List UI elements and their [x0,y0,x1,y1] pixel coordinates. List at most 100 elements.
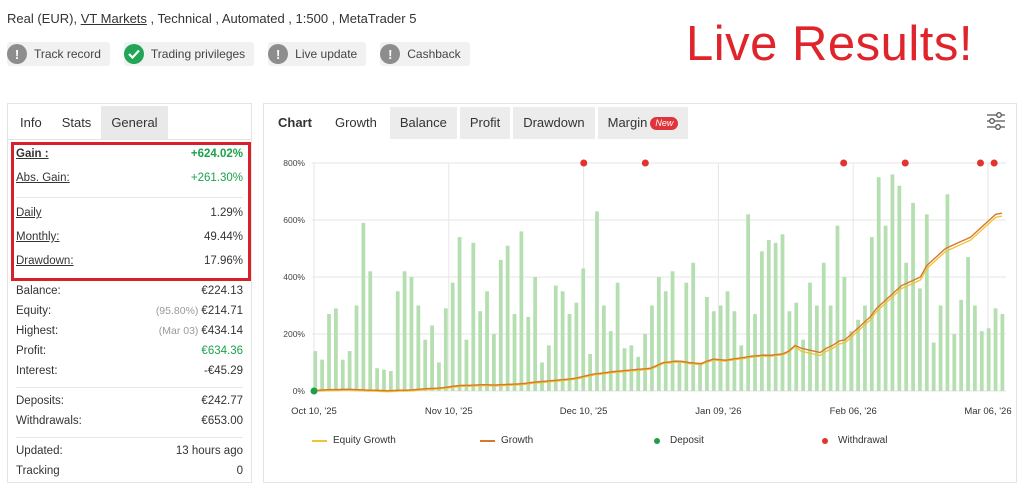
chart-bar [732,311,737,391]
chart-bar [471,242,476,391]
chart-bar [368,271,373,391]
tab-stats[interactable]: Stats [51,106,102,139]
legend-label: Deposit [670,435,704,446]
tab-chart[interactable]: Chart [268,107,322,139]
exclamation-icon: ! [380,44,401,64]
chart-bar [546,345,551,391]
badge-cashback[interactable]: ! Cashback [380,42,470,66]
tab-info[interactable]: Info [10,106,52,139]
tab-drawdown[interactable]: Drawdown [513,107,595,139]
chart-bar [842,277,847,391]
growth-chart[interactable]: 800% 600% 400% 200% 0% Oct 10, '25 Nov 10, '25… [264,104,1018,434]
account-info-line: Real (EUR), VT Markets , Technical , Aut… [7,11,416,26]
y-tick-label: 600% [283,215,305,225]
legend-equity-growth[interactable]: Equity Growth [312,435,396,446]
equity-value: €214.71 [201,305,243,317]
chart-bar [979,331,984,391]
chart-bar [931,342,936,391]
chart-bar [663,291,668,391]
legend-swatch [312,439,327,442]
account-prefix: Real (EUR), [7,11,81,26]
chart-bar [354,305,359,391]
chart-bar [375,368,379,391]
chart-bar [911,202,915,391]
chart-bar [952,334,957,391]
highest-value: €434.14 [201,325,243,337]
chart-bar [450,282,455,391]
chart-bar [464,339,469,391]
chart-bar [746,214,751,391]
stat-row-highest: Highest: (Mar 03) €434.14 [16,325,243,337]
legend-growth[interactable]: Growth [480,435,533,446]
broker-link[interactable]: VT Markets [80,11,147,26]
tab-margin[interactable]: Margin New [597,107,689,139]
highlight-box [11,142,251,281]
legend-withdrawal[interactable]: Withdrawal [822,435,887,446]
chart-bar [437,362,441,391]
abs-gain-label[interactable]: Abs. Gain: [16,172,70,184]
chart-bar [814,305,819,391]
withdrawal-marker [641,159,649,167]
y-tick-label: 200% [283,329,305,339]
chart-bar [656,277,661,391]
chart-bar [876,177,881,391]
chart-bar [636,356,641,391]
chart-bar [388,371,393,391]
balance-label: Balance: [16,285,61,297]
stat-row-monthly: Monthly: 49.44% [16,231,243,243]
y-tick-label: 400% [283,272,305,282]
tab-growth[interactable]: Growth [324,107,387,139]
live-results-banner: Live Results! [686,17,974,71]
x-tick-label: Dec 10, '25 [560,406,608,417]
chart-bar [519,231,524,391]
badge-live-update[interactable]: ! Live update [268,42,367,66]
chart-settings-icon[interactable] [986,112,1006,130]
stat-row-tracking: Tracking 0 [16,465,243,477]
tab-profit[interactable]: Profit [459,107,511,139]
withdrawal-marker [976,159,984,167]
exclamation-icon: ! [268,44,289,64]
daily-label[interactable]: Daily [16,207,42,219]
chart-bar [966,257,970,391]
chart-bar [485,291,489,391]
badge-track-record[interactable]: ! Track record [7,42,110,66]
updated-value: 13 hours ago [175,445,243,457]
withdrawal-marker [901,159,909,167]
growth-line [311,212,1003,392]
chart-bar [340,359,345,391]
badge-label: Trading privileges [150,47,246,61]
x-tick-label: Mar 06, '26 [964,406,1011,417]
chart-bar [512,314,517,391]
interest-value: -€45.29 [203,365,243,377]
chart-bar [327,314,331,391]
stat-row-balance: Balance: €224.13 [16,285,243,297]
chart-bar [361,222,366,391]
account-suffix: , Technical , Automated , 1:500 , MetaTr… [146,11,417,26]
legend-deposit[interactable]: Deposit [654,435,704,446]
chart-bar [333,308,338,391]
stat-row-abs-gain: Abs. Gain: +261.30% [16,172,243,184]
chart-bar [684,282,689,391]
chart-bar [945,194,950,391]
chart-bar [608,331,613,391]
deposits-label: Deposits: [16,395,64,407]
new-badge: New [650,117,679,130]
withdrawals-label: Withdrawals: [16,415,82,427]
chart-bar [890,174,895,391]
chart-bar [595,211,599,391]
chart-bar [780,234,785,391]
stat-row-gain: Gain : +624.02% [16,148,243,160]
chart-bar [492,334,496,391]
chart-bar [904,262,909,391]
chart-bar [347,351,352,391]
chart-bar [725,291,730,391]
chart-bar [416,305,421,391]
tab-balance[interactable]: Balance [389,107,457,139]
badge-trading-privileges[interactable]: Trading privileges [123,42,255,66]
highest-date: (Mar 03) [158,325,199,337]
gain-label[interactable]: Gain : [16,148,49,160]
badge-label: Track record [34,47,101,61]
monthly-label[interactable]: Monthly: [16,231,60,243]
tab-general[interactable]: General [101,106,168,139]
drawdown-label[interactable]: Drawdown: [16,255,74,267]
